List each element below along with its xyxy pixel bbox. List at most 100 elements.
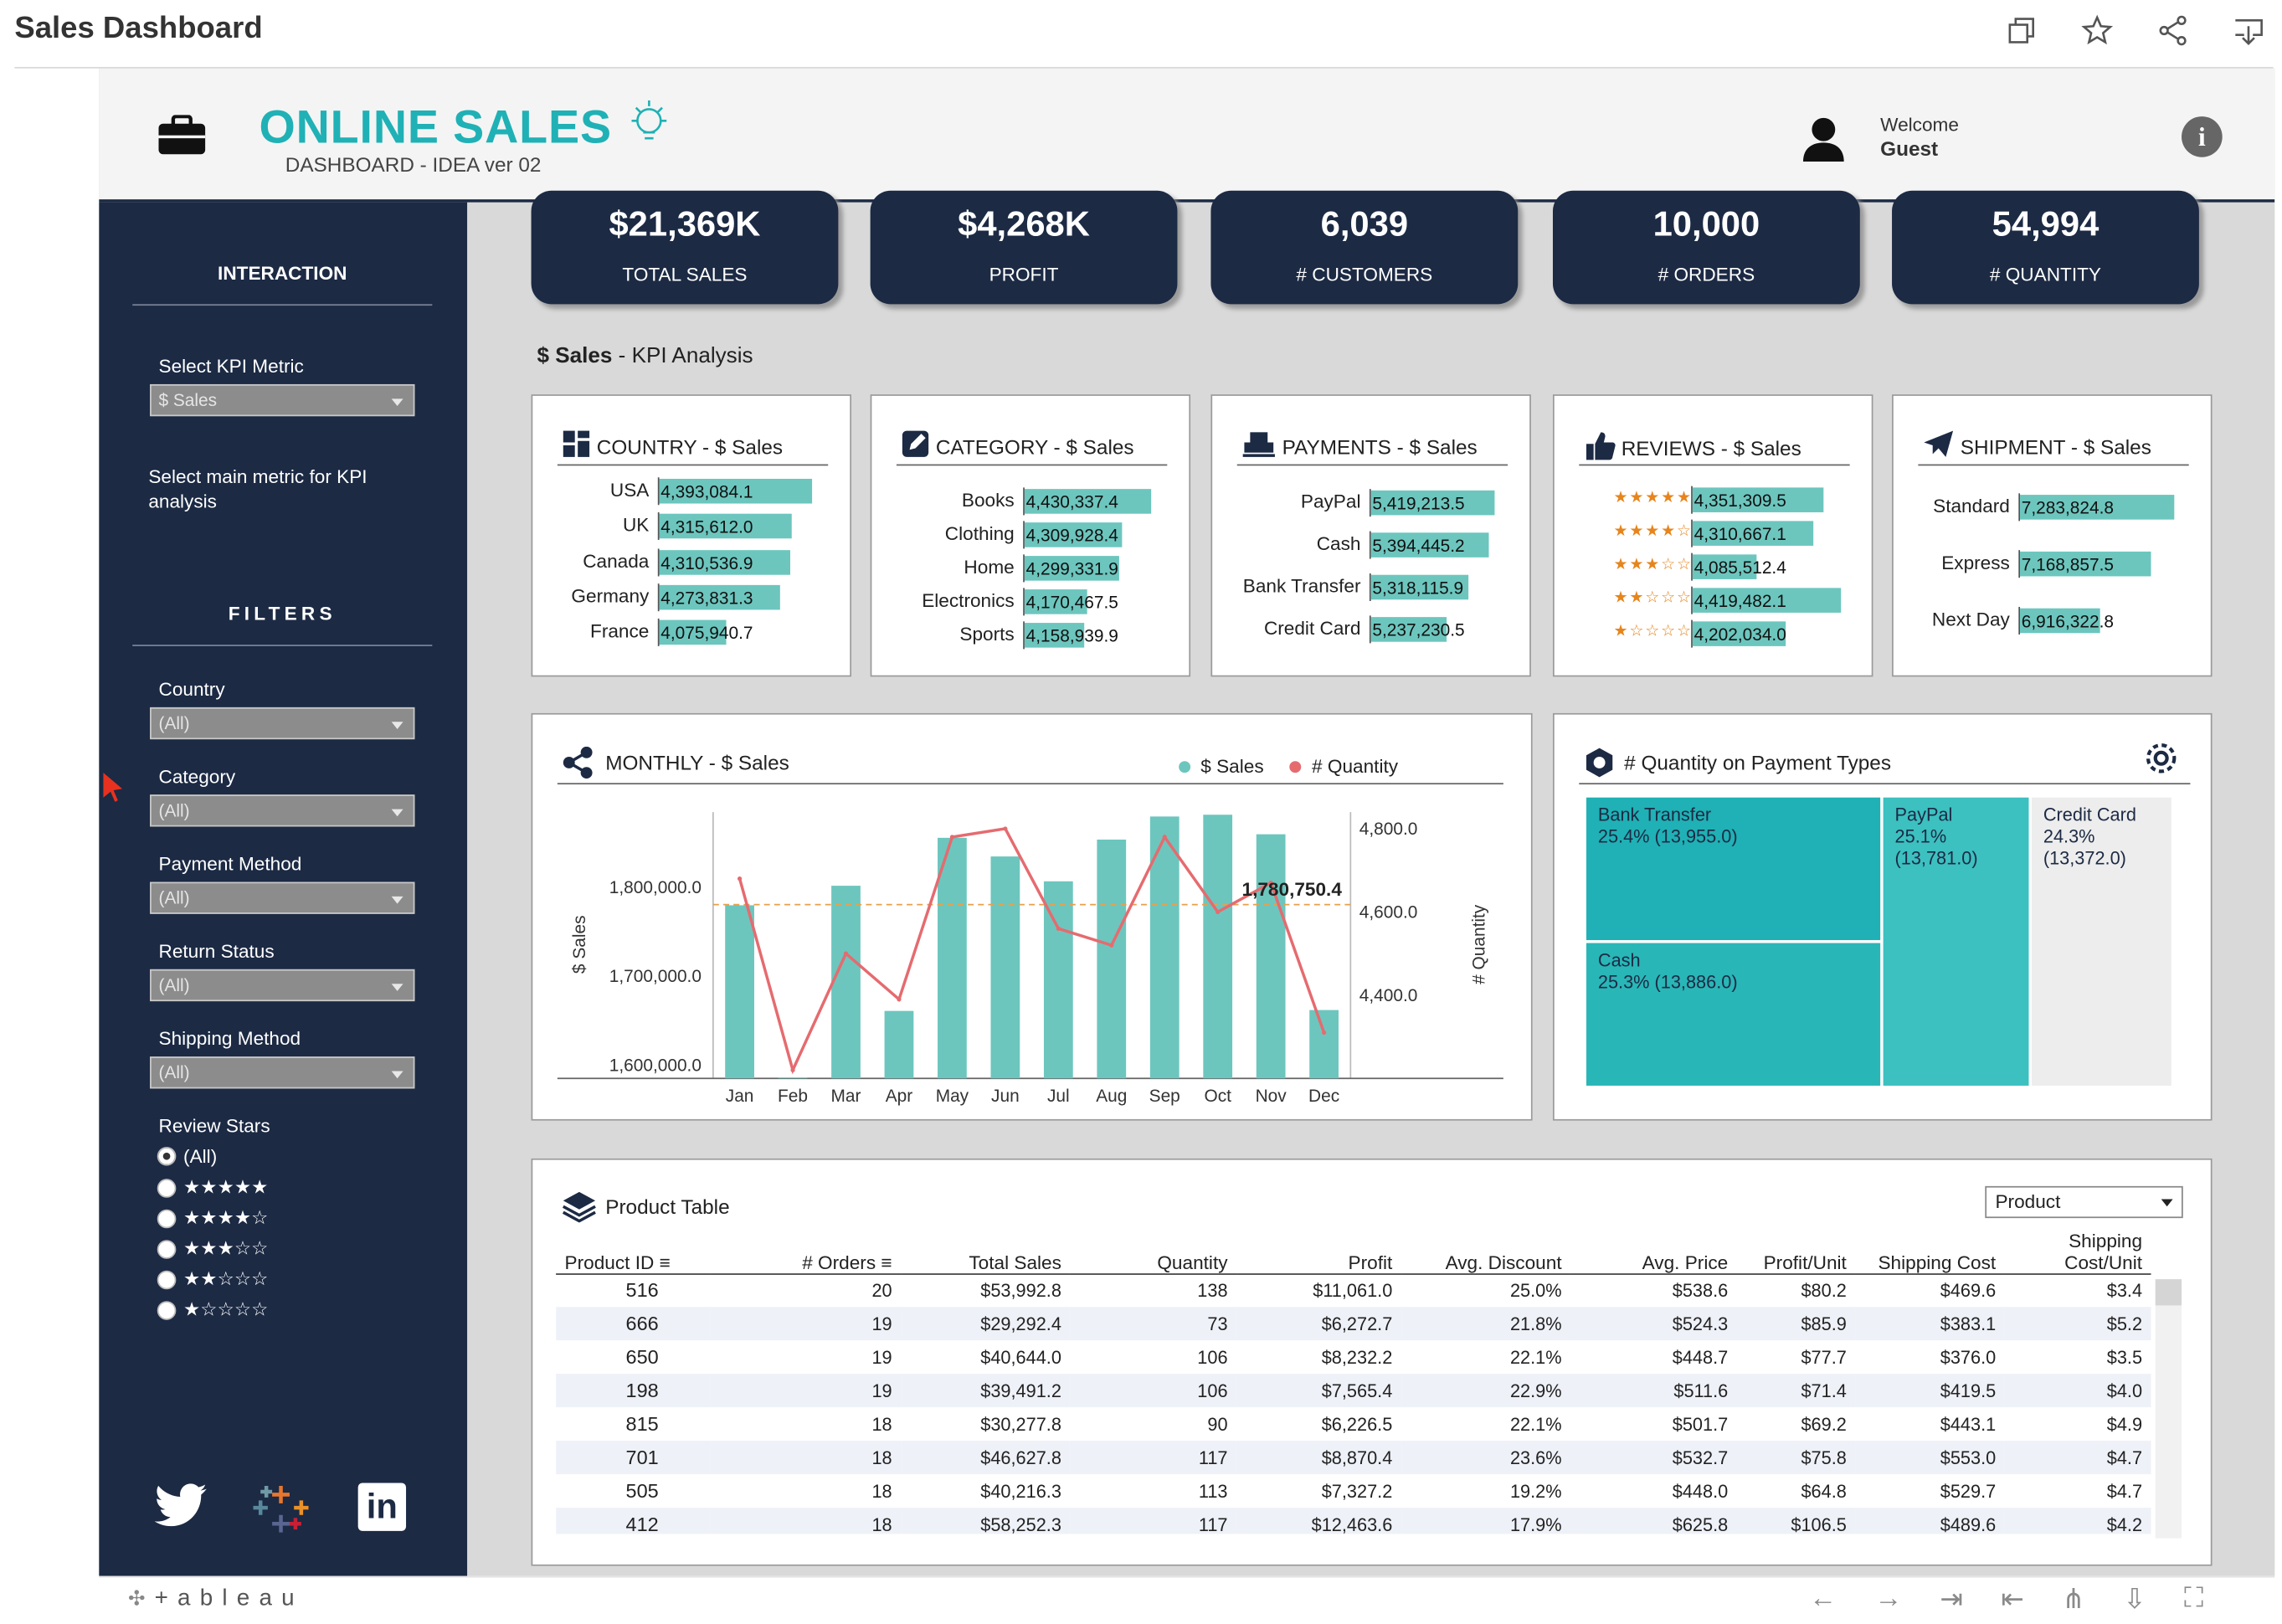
table-row[interactable]: 650 19 $40,644.0 106 $8,232.2 22.1% $448.7 $77.… (556, 1340, 2151, 1374)
table-row[interactable]: 666 19 $29,292.4 73 $6,272.7 21.8% $524.3 $85.9… (556, 1307, 2151, 1341)
table-row[interactable]: 516 20 $53,992.8 138 $11,061.0 25.0% $538.6 $80… (556, 1273, 2151, 1307)
redo-icon[interactable]: → (1874, 1583, 1903, 1614)
monthly-bar[interactable] (938, 837, 967, 1079)
kpi-metric-dropdown[interactable]: $ Sales (150, 383, 415, 417)
fullscreen-icon[interactable]: ⛶ (2183, 1583, 2204, 1614)
quantity-point[interactable] (1321, 1030, 1327, 1036)
column-header[interactable]: Shipping Cost/Unit (2005, 1221, 2151, 1274)
quantity-point[interactable] (1216, 909, 1221, 914)
radio-selected[interactable] (157, 1146, 177, 1166)
review-option-3[interactable]: ★★★☆☆ (157, 1237, 268, 1261)
share-footer-icon[interactable]: ⋔ (2062, 1585, 2085, 1616)
country-filter-dropdown[interactable]: (All) (150, 707, 415, 740)
category-filter-dropdown[interactable]: (All) (150, 794, 415, 827)
radio[interactable] (157, 1239, 177, 1258)
undo-icon[interactable]: ← (1808, 1583, 1837, 1614)
column-header[interactable]: Quantity (1070, 1221, 1236, 1274)
column-header[interactable]: Avg. Price (1570, 1221, 1737, 1274)
column-header[interactable]: Shipping Cost (1855, 1221, 2004, 1274)
twitter-icon[interactable] (154, 1483, 209, 1537)
bar[interactable] (1370, 532, 1489, 558)
quantity-point[interactable] (737, 876, 743, 881)
radio[interactable] (157, 1269, 177, 1289)
column-header[interactable]: Product ID ≡ (556, 1221, 710, 1274)
bar[interactable] (1692, 521, 1814, 546)
monthly-bar[interactable] (884, 1010, 914, 1079)
reset-icon[interactable]: ⇤ (2001, 1585, 2024, 1616)
table-row[interactable]: 198 19 $39,491.2 106 $7,565.4 22.9% $511.6 $71.… (556, 1374, 2151, 1408)
shipping-filter-dropdown[interactable]: (All) (150, 1056, 415, 1089)
kpi-card[interactable]: 10,000 # ORDERS (1552, 190, 1860, 305)
return-filter-dropdown[interactable]: (All) (150, 969, 415, 1002)
bar[interactable] (659, 549, 791, 575)
monthly-bar[interactable] (725, 905, 754, 1079)
star-icon[interactable] (2081, 14, 2114, 46)
treemap-cell-paypal[interactable]: PayPal 25.1% (13,781.0) (1883, 797, 2029, 1086)
bar[interactable] (1692, 588, 1842, 613)
gear-icon[interactable] (2144, 741, 2179, 783)
bar[interactable] (1692, 487, 1824, 512)
review-option-5[interactable]: ★★★★★ (157, 1176, 268, 1200)
payment-filter-dropdown[interactable]: (All) (150, 881, 415, 914)
column-header[interactable]: Avg. Discount (1401, 1221, 1570, 1274)
share-icon[interactable] (2156, 14, 2188, 46)
monthly-bar[interactable] (831, 886, 861, 1079)
scrollbar-thumb[interactable] (2155, 1279, 2182, 1306)
table-row[interactable]: 815 18 $30,277.8 90 $6,226.5 22.1% $501.7 $69.2… (556, 1407, 2151, 1441)
bar[interactable] (1024, 489, 1152, 514)
review-option-all[interactable]: (All) (157, 1145, 217, 1167)
review-option-1[interactable]: ★☆☆☆☆ (157, 1298, 268, 1322)
bar[interactable] (1370, 490, 1495, 516)
table-row[interactable]: 701 18 $46,627.8 117 $8,870.4 23.6% $532.7 $75.… (556, 1441, 2151, 1475)
quantity-point[interactable] (1056, 926, 1061, 931)
kpi-card[interactable]: $4,268K PROFIT (870, 190, 1178, 305)
bar[interactable] (1024, 589, 1087, 614)
legend-item-quantity[interactable]: # Quantity (1289, 755, 1398, 777)
linkedin-icon[interactable]: in (357, 1483, 407, 1531)
revert-icon[interactable]: ⇥ (1940, 1585, 1964, 1616)
sort-icon[interactable]: ≡ (654, 1251, 671, 1273)
bar[interactable] (659, 478, 813, 504)
bar[interactable] (659, 514, 792, 539)
bar[interactable] (2020, 551, 2151, 577)
treemap-cell-bank-transfer[interactable]: Bank Transfer 25.4% (13,955.0) (1586, 797, 1881, 941)
monthly-bar[interactable] (1203, 815, 1233, 1079)
legend-item-sales[interactable]: $ Sales (1179, 755, 1264, 777)
kpi-card[interactable]: $21,369K TOTAL SALES (531, 190, 839, 305)
bar[interactable] (1370, 617, 1447, 642)
monthly-bar[interactable] (778, 1077, 808, 1079)
radio[interactable] (157, 1208, 177, 1228)
quantity-point[interactable] (1003, 826, 1008, 831)
bar[interactable] (659, 584, 780, 610)
quantity-point[interactable] (897, 997, 902, 1002)
bar[interactable] (1024, 522, 1123, 547)
quantity-line[interactable] (738, 827, 1326, 1075)
quantity-point[interactable] (1268, 880, 1273, 886)
quantity-point[interactable] (949, 835, 955, 840)
treemap-cell-cash[interactable]: Cash 25.3% (13,886.0) (1586, 943, 1881, 1086)
monthly-bar[interactable] (990, 856, 1020, 1079)
radio[interactable] (157, 1300, 177, 1319)
info-icon[interactable]: i (2182, 116, 2223, 157)
review-option-4[interactable]: ★★★★☆ (157, 1206, 268, 1230)
monthly-bar[interactable] (1097, 839, 1127, 1079)
bar[interactable] (1692, 554, 1757, 579)
quantity-point[interactable] (843, 951, 849, 956)
bar[interactable] (1370, 574, 1469, 600)
quantity-point[interactable] (790, 1067, 795, 1072)
monthly-bar[interactable] (1309, 1010, 1339, 1079)
bar[interactable] (1024, 556, 1119, 581)
column-header[interactable]: Profit/Unit (1737, 1221, 1856, 1274)
tableau-logo-icon[interactable] (253, 1480, 309, 1543)
column-header[interactable]: Profit (1236, 1221, 1401, 1274)
bar[interactable] (1692, 621, 1786, 646)
quantity-point[interactable] (1162, 835, 1167, 840)
kpi-card[interactable]: 54,994 # QUANTITY (1892, 190, 2199, 305)
tableau-footer-logo[interactable]: ✣ + a b l e a u (128, 1586, 296, 1612)
table-row[interactable]: 505 18 $40,216.3 113 $7,327.2 19.2% $448.0 $64.… (556, 1474, 2151, 1508)
review-option-2[interactable]: ★★☆☆☆ (157, 1267, 268, 1291)
bar[interactable] (2020, 608, 2100, 634)
table-scrollbar[interactable] (2155, 1279, 2182, 1539)
column-header[interactable]: # Orders ≡ (710, 1221, 901, 1274)
monthly-bar[interactable] (1043, 881, 1073, 1079)
